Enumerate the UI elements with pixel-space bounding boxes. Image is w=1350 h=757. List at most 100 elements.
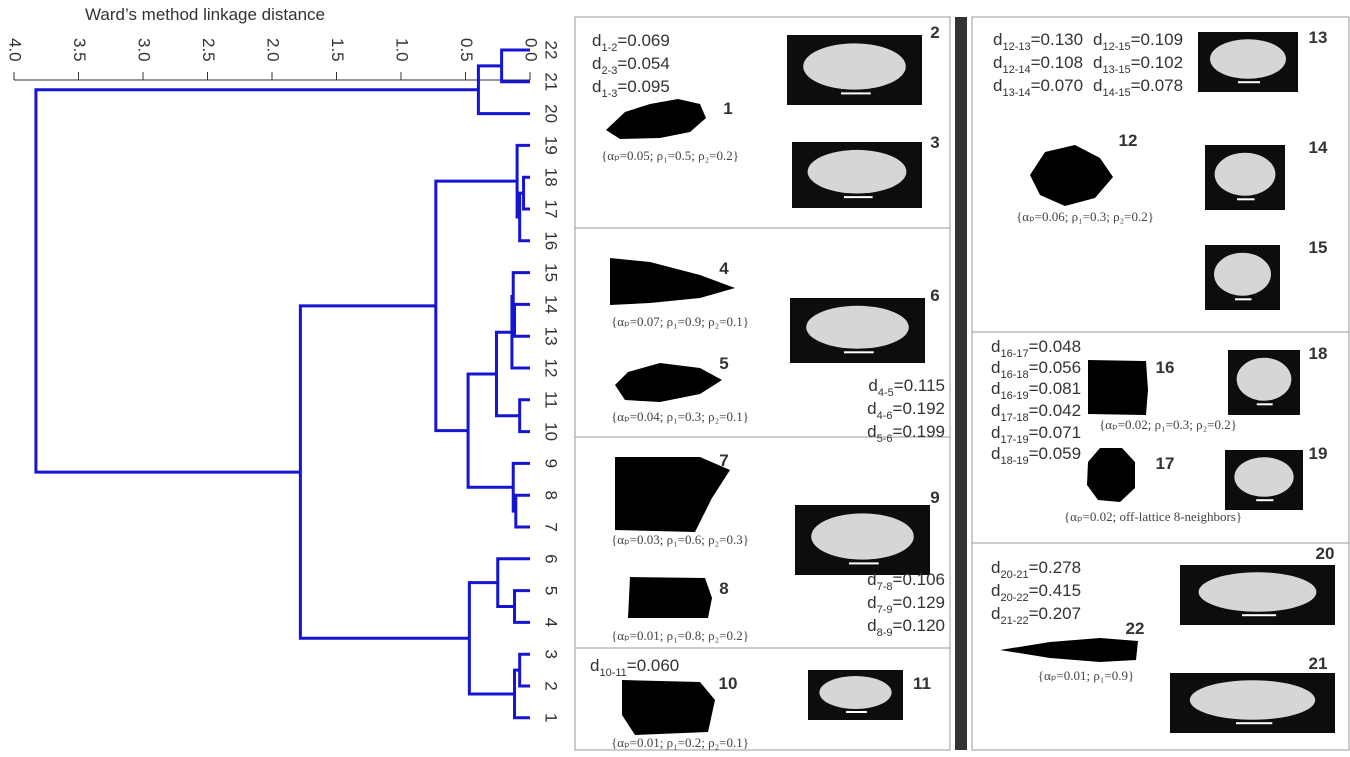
- distance-value: =0.106: [893, 570, 945, 589]
- scale-bar: [846, 711, 867, 713]
- distance: d21-22=0.207: [991, 604, 1081, 627]
- link: [469, 583, 514, 694]
- parameters: {αₚ=0.02; ρ₁=0.3; ρ₂=0.2}: [1099, 417, 1237, 432]
- specimen: [806, 306, 909, 349]
- leaf-label: 3: [542, 649, 561, 658]
- link: [515, 670, 530, 718]
- leaf-label: 15: [542, 263, 561, 282]
- leaf-label: 7: [542, 522, 561, 531]
- distance-pair: 16-17: [1000, 348, 1028, 360]
- distance-pair: 16-18: [1000, 369, 1028, 381]
- distance-symbol: d: [991, 444, 1000, 463]
- distance-pair: 21-22: [1000, 615, 1028, 627]
- leaf-label: 18: [542, 168, 561, 187]
- distance: d13-14=0.070: [993, 76, 1083, 99]
- specimen-id: 11: [913, 674, 931, 693]
- specimen-id: 22: [1126, 619, 1145, 638]
- parameters: {αₚ=0.03; ρ₁=0.6; ρ₂=0.3}: [611, 532, 749, 547]
- link: [516, 495, 530, 527]
- scale-bar: [841, 92, 871, 94]
- distance-pair: 1-3: [601, 88, 617, 100]
- distance-value: =0.199: [893, 422, 945, 441]
- distance-symbol: d: [592, 54, 601, 73]
- distance-pair: 2-3: [601, 65, 617, 77]
- link: [478, 66, 530, 114]
- distance-pair: 20-22: [1000, 592, 1028, 604]
- distance-value: =0.071: [1029, 423, 1081, 442]
- distance: d10-11=0.060: [590, 656, 679, 679]
- scale-bar: [1242, 614, 1276, 616]
- distance-pair: 13-15: [1102, 64, 1130, 76]
- silhouette: [1088, 360, 1148, 415]
- distance-value: =0.102: [1131, 53, 1183, 72]
- distance: d12-13=0.130: [993, 30, 1083, 53]
- separator-bar: [955, 17, 967, 750]
- leaf-label: 19: [542, 136, 561, 155]
- leaf-label: 9: [542, 459, 561, 468]
- link: [468, 374, 513, 487]
- distance-symbol: d: [592, 31, 601, 50]
- x-tick-label: 3.5: [70, 38, 89, 62]
- link: [520, 400, 530, 432]
- silhouette: [1087, 448, 1135, 502]
- specimen: [1199, 572, 1317, 612]
- distance-value: =0.192: [893, 399, 945, 418]
- distance-pair: 18-19: [1000, 455, 1028, 467]
- distance: d14-15=0.078: [1093, 76, 1183, 99]
- distance: d17-18=0.042: [991, 401, 1081, 424]
- distance-symbol: d: [868, 376, 877, 395]
- leaf-label: 11: [542, 391, 561, 409]
- x-tick-label: 4.0: [6, 38, 25, 62]
- distance-symbol: d: [867, 593, 876, 612]
- axis-title: Ward’s method linkage distance: [85, 5, 325, 24]
- silhouette: [1000, 638, 1138, 662]
- distance-symbol: d: [867, 570, 876, 589]
- specimen-id: 7: [719, 451, 728, 470]
- specimen-id: 15: [1309, 238, 1328, 257]
- leaf-label: 22: [542, 41, 561, 60]
- distance: d8-9=0.120: [867, 616, 945, 639]
- distance-symbol: d: [991, 358, 1000, 377]
- distance-symbol: d: [592, 77, 601, 96]
- specimen: [811, 513, 914, 559]
- specimen: [803, 43, 906, 89]
- distance-symbol: d: [993, 30, 1002, 49]
- distance: d4-5=0.115: [868, 376, 945, 399]
- distance-symbol: d: [1093, 30, 1102, 49]
- scale-bar: [1256, 499, 1273, 501]
- specimen-id: 17: [1156, 454, 1175, 473]
- distance-pair: 13-14: [1002, 87, 1030, 99]
- specimen-id: 5: [719, 354, 728, 373]
- specimen-id: 8: [719, 579, 728, 598]
- distance: d7-9=0.129: [867, 593, 945, 616]
- distance-pair: 17-18: [1000, 412, 1028, 424]
- distance-value: =0.042: [1029, 401, 1081, 420]
- distance-symbol: d: [1093, 53, 1102, 72]
- specimen-id: 21: [1309, 654, 1328, 673]
- specimen-id: 19: [1309, 444, 1328, 463]
- specimen-id: 14: [1309, 138, 1328, 157]
- distance-symbol: d: [867, 422, 876, 441]
- distance-pair: 14-15: [1102, 87, 1130, 99]
- specimen: [808, 150, 907, 194]
- distance: d13-15=0.102: [1093, 53, 1183, 76]
- x-tick-label: 2.5: [199, 38, 218, 62]
- distance-value: =0.108: [1031, 53, 1083, 72]
- x-tick-label: 1.0: [393, 38, 412, 62]
- specimen-id: 16: [1156, 358, 1175, 377]
- distance-pair: 7-8: [877, 581, 893, 593]
- distance-symbol: d: [590, 656, 599, 675]
- x-tick-label: 2.0: [264, 38, 283, 62]
- distance-symbol: d: [867, 399, 876, 418]
- distance: d1-3=0.095: [592, 77, 670, 100]
- distance-symbol: d: [867, 616, 876, 635]
- distance: d4-6=0.192: [867, 399, 945, 422]
- distance-value: =0.129: [893, 593, 945, 612]
- specimen-id: 1: [723, 99, 732, 118]
- specimen-id: 18: [1309, 344, 1328, 363]
- parameters: {αₚ=0.01; ρ₁=0.8; ρ₂=0.2}: [611, 628, 749, 643]
- distance-pair: 12-15: [1102, 41, 1130, 53]
- scale-bar: [1257, 403, 1273, 405]
- distance-symbol: d: [991, 401, 1000, 420]
- parameters: {αₚ=0.01; ρ₁=0.2; ρ₂=0.1}: [611, 735, 749, 750]
